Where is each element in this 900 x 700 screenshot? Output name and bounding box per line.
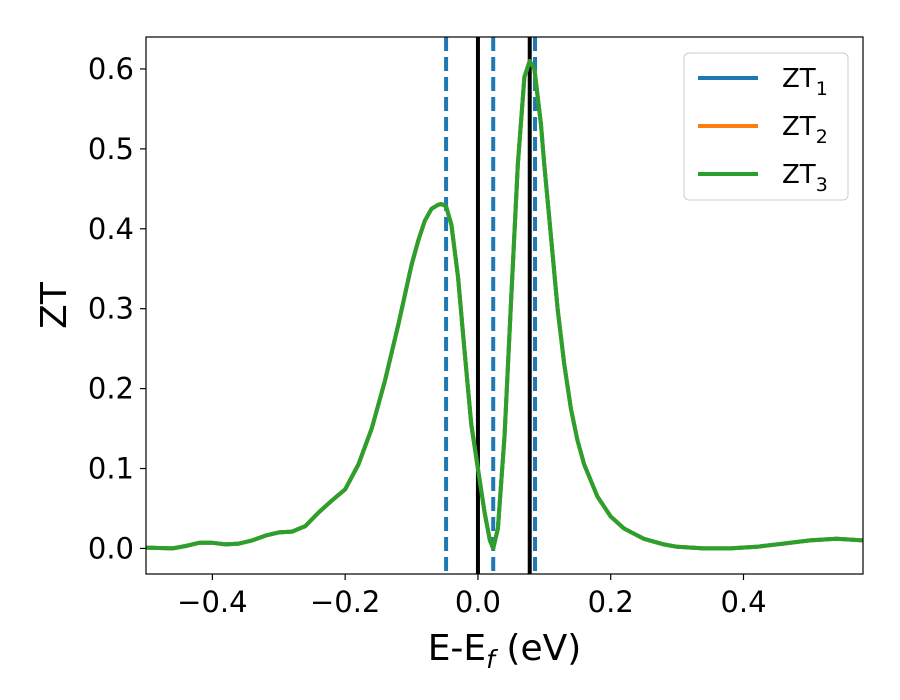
x-axis-ticks: −0.4 −0.2 0.0 0.2 0.4	[177, 574, 767, 619]
y-tick-label: 0.3	[88, 292, 134, 326]
x-axis-label-unit: (eV)	[495, 628, 581, 669]
plot-frame	[145, 36, 864, 575]
y-tick-label: 0.5	[88, 132, 134, 166]
series-lines	[146, 59, 863, 551]
y-tick-label: 0.1	[88, 452, 134, 486]
y-axis-ticks: 0.0 0.1 0.2 0.3 0.4 0.5 0.6	[88, 52, 146, 565]
x-tick-label: −0.2	[310, 585, 380, 619]
y-tick-label: 0.0	[88, 531, 134, 565]
x-axis-label: E-Ef (eV)	[428, 628, 582, 674]
y-tick-label: 0.2	[88, 372, 134, 406]
x-tick-label: 0.2	[588, 585, 634, 619]
x-tick-label: −0.4	[177, 585, 247, 619]
x-tick-label: 0.0	[455, 585, 501, 619]
legend-label-zt2: ZT2	[782, 112, 828, 148]
y-axis-label: ZT	[34, 281, 75, 329]
x-tick-label: 0.4	[720, 585, 766, 619]
legend-label-zt1: ZT1	[782, 64, 828, 100]
vertical-lines	[444, 37, 538, 574]
x-axis-label-main: E-E	[428, 628, 486, 669]
y-tick-label: 0.4	[88, 212, 134, 246]
legend-box	[683, 52, 849, 201]
series-line-zt3	[146, 59, 863, 551]
legend: ZT1 ZT2 ZT3	[683, 52, 849, 201]
y-tick-label: 0.6	[88, 52, 134, 86]
legend-label-zt3: ZT3	[782, 160, 828, 196]
